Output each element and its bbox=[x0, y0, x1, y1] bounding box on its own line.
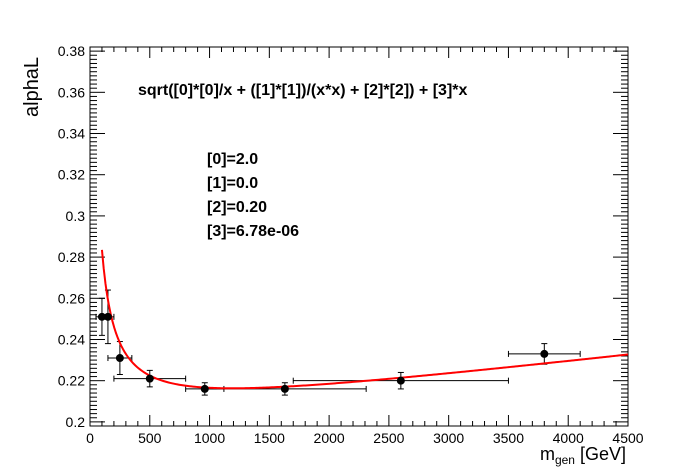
y-tick-label: 0.34 bbox=[58, 126, 85, 142]
data-point bbox=[280, 384, 289, 393]
x-tick-label: 0 bbox=[86, 430, 94, 446]
y-tick-label: 0.3 bbox=[66, 208, 86, 224]
x-tick-label: 1000 bbox=[194, 430, 225, 446]
y-tick-label: 0.38 bbox=[58, 43, 85, 59]
fit-formula-label: sqrt([0]*[0]/x + ([1]*[1])/(x*x) + [2]*[… bbox=[138, 82, 468, 99]
data-point bbox=[103, 312, 112, 321]
x-tick-label: 4000 bbox=[553, 430, 584, 446]
fit-param-0: [0]=2.0 bbox=[207, 151, 258, 168]
fit-param-2: [2]=0.20 bbox=[207, 199, 267, 216]
x-tick-label: 3500 bbox=[493, 430, 524, 446]
error-bars bbox=[95, 289, 581, 396]
data-point bbox=[115, 354, 124, 363]
x-tick-label: 500 bbox=[138, 430, 162, 446]
tick-labels: 0 500 1000 1500 2000 2500 3000 3500 4000 4500 0.2 0… bbox=[58, 43, 644, 446]
y-tick-label: 0.2 bbox=[66, 414, 86, 430]
plot-frame bbox=[89, 46, 629, 427]
fit-curve bbox=[100, 249, 629, 390]
data-markers bbox=[97, 312, 549, 393]
y-tick-label: 0.28 bbox=[58, 249, 85, 265]
y-tick-label: 0.26 bbox=[58, 290, 85, 306]
data-point bbox=[97, 312, 106, 321]
x-tick-label: 2000 bbox=[314, 430, 345, 446]
data-point bbox=[145, 374, 154, 383]
y-tick-label: 0.24 bbox=[58, 331, 85, 347]
data-point bbox=[396, 376, 405, 385]
fit-param-3: [3]=6.78e-06 bbox=[207, 223, 299, 240]
y-tick-label: 0.36 bbox=[58, 84, 85, 100]
x-axis-title: mgen [GeV] bbox=[540, 444, 626, 467]
y-tick-label: 0.32 bbox=[58, 167, 85, 183]
data-point bbox=[540, 349, 549, 358]
x-tick-label: 1500 bbox=[254, 430, 285, 446]
y-tick-label: 0.22 bbox=[58, 373, 85, 389]
x-axis-title-sub: gen bbox=[555, 453, 575, 467]
x-axis-title-main: m bbox=[540, 444, 555, 464]
axis-ticks bbox=[89, 46, 629, 427]
data-point bbox=[200, 384, 209, 393]
x-axis-title-unit: [GeV] bbox=[575, 444, 626, 464]
y-axis-title: alphaL bbox=[21, 57, 43, 117]
x-tick-label: 3000 bbox=[433, 430, 464, 446]
x-tick-label: 4500 bbox=[612, 430, 643, 446]
x-tick-label: 2500 bbox=[373, 430, 404, 446]
fit-param-1: [1]=0.0 bbox=[207, 175, 258, 192]
